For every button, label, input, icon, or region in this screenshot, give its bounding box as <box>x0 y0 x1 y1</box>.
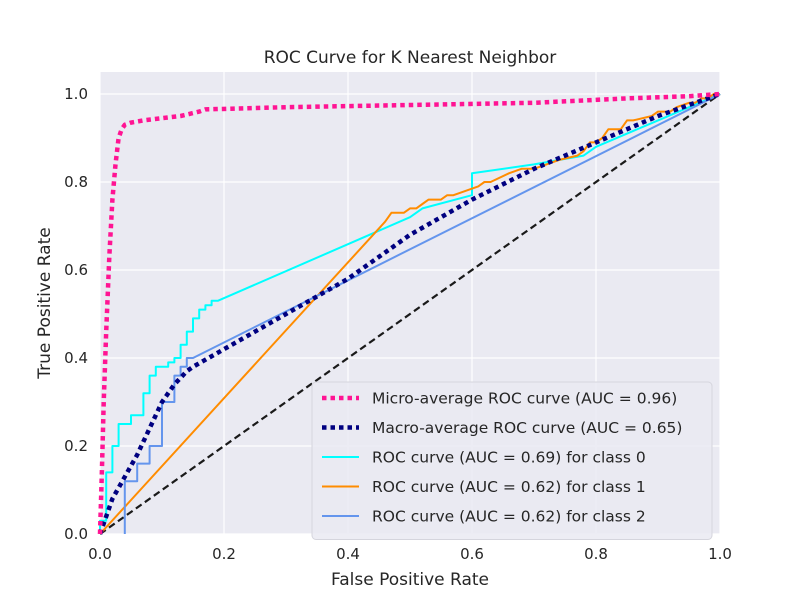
x-tick-label: 0.2 <box>212 545 236 563</box>
legend: Micro-average ROC curve (AUC = 0.96) Macr… <box>311 381 713 540</box>
x-tick-label: 0.0 <box>88 545 112 563</box>
x-tick-label: 1.0 <box>708 545 732 563</box>
series-line-2 <box>99 93 721 534</box>
series-layer <box>97 91 721 535</box>
series-line-0 <box>97 91 721 535</box>
legend-entry: ROC curve (AUC = 0.62) for class 1 <box>372 478 646 496</box>
legend-entry: ROC curve (AUC = 0.69) for class 0 <box>372 449 646 467</box>
legend-entry: ROC curve (AUC = 0.62) for class 2 <box>372 508 646 526</box>
y-tick-label: 0.2 <box>64 437 88 455</box>
y-tick-label: 0.6 <box>64 261 88 279</box>
legend-entry: Micro-average ROC curve (AUC = 0.96) <box>372 390 677 408</box>
x-tick-label: 0.4 <box>336 545 360 563</box>
y-tick-label: 0.8 <box>64 173 88 191</box>
y-tick-label: 0.4 <box>64 349 88 367</box>
tick-labels: 0.0 0.2 0.4 0.6 0.8 1.0 0.0 0.2 0.4 0.6 0.8 1.0 <box>64 85 732 563</box>
x-tick-label: 0.8 <box>584 545 608 563</box>
x-tick-label: 0.6 <box>460 545 484 563</box>
y-tick-label: 0.0 <box>64 525 88 543</box>
y-axis-label: True Positive Rate <box>35 227 55 379</box>
legend-box <box>311 381 713 540</box>
series-line-4 <box>123 93 721 534</box>
y-tick-label: 1.0 <box>64 85 88 103</box>
x-axis-label: False Positive Rate <box>331 570 489 590</box>
legend-entry: Macro-average ROC curve (AUC = 0.65) <box>372 419 682 437</box>
chance-diagonal-line <box>99 93 721 535</box>
chart-title: ROC Curve for K Nearest Neighbor <box>264 48 557 68</box>
